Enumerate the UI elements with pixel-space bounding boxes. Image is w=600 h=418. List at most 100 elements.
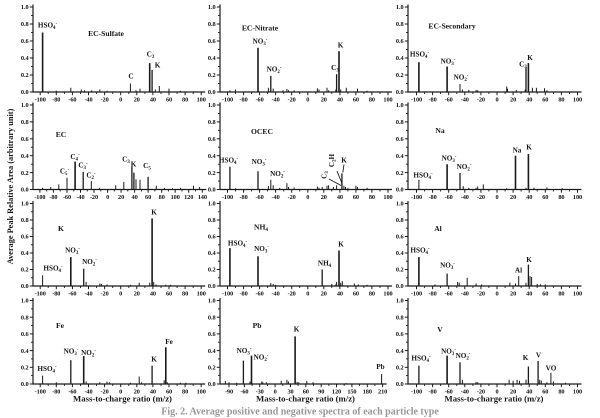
svg-text:0: 0 bbox=[306, 290, 309, 297]
svg-text:-80: -80 bbox=[240, 194, 248, 201]
svg-text:Na: Na bbox=[513, 147, 522, 155]
svg-text:1.0: 1.0 bbox=[21, 298, 29, 305]
svg-text:-80: -80 bbox=[52, 388, 60, 395]
svg-text:0.2: 0.2 bbox=[208, 170, 216, 177]
svg-text:C3: C3 bbox=[519, 61, 527, 71]
svg-text:-80: -80 bbox=[429, 96, 437, 103]
svg-text:0.4: 0.4 bbox=[21, 348, 30, 355]
svg-text:-40: -40 bbox=[272, 290, 280, 297]
svg-text:HSO4-: HSO4- bbox=[38, 22, 58, 32]
svg-text:NO3-: NO3- bbox=[441, 348, 456, 358]
svg-text:V: V bbox=[536, 352, 542, 360]
svg-text:60: 60 bbox=[542, 96, 548, 103]
svg-text:80: 80 bbox=[369, 290, 375, 297]
svg-text:1.0: 1.0 bbox=[208, 201, 216, 208]
svg-text:-40: -40 bbox=[84, 96, 92, 103]
svg-text:60: 60 bbox=[166, 388, 172, 395]
svg-text:20: 20 bbox=[134, 388, 140, 395]
svg-text:20: 20 bbox=[510, 194, 516, 201]
svg-text:100: 100 bbox=[171, 194, 180, 201]
svg-text:-60: -60 bbox=[256, 194, 264, 201]
svg-text:HSO4-: HSO4- bbox=[37, 365, 57, 375]
svg-text:C4-: C4- bbox=[70, 153, 80, 163]
svg-text:HSO4-: HSO4- bbox=[413, 172, 433, 182]
svg-text:1.0: 1.0 bbox=[396, 201, 404, 208]
svg-text:K: K bbox=[341, 157, 347, 165]
svg-text:-100: -100 bbox=[34, 194, 45, 201]
svg-text:C3: C3 bbox=[122, 156, 130, 166]
svg-text:0.8: 0.8 bbox=[21, 314, 29, 321]
svg-text:NO2-: NO2- bbox=[457, 163, 472, 173]
svg-text:-80: -80 bbox=[240, 290, 248, 297]
svg-text:100: 100 bbox=[573, 388, 582, 395]
svg-text:K: K bbox=[523, 354, 529, 362]
svg-text:Mass-to-charge ratio (m/z): Mass-to-charge ratio (m/z) bbox=[256, 394, 355, 404]
svg-text:0.6: 0.6 bbox=[21, 136, 29, 143]
svg-text:-60: -60 bbox=[445, 388, 453, 395]
svg-text:100: 100 bbox=[383, 96, 392, 103]
svg-text:C2-: C2- bbox=[86, 172, 96, 182]
svg-text:40: 40 bbox=[150, 96, 156, 103]
svg-text:0.0: 0.0 bbox=[208, 187, 216, 194]
svg-text:0.2: 0.2 bbox=[21, 365, 29, 372]
svg-text:OCEC: OCEC bbox=[251, 127, 273, 136]
svg-text:0.4: 0.4 bbox=[396, 55, 405, 62]
svg-text:80: 80 bbox=[558, 194, 564, 201]
svg-text:-100: -100 bbox=[35, 96, 46, 103]
svg-text:0: 0 bbox=[306, 96, 309, 103]
svg-text:60: 60 bbox=[353, 96, 359, 103]
svg-text:Al: Al bbox=[434, 224, 442, 233]
svg-text:-20: -20 bbox=[288, 96, 296, 103]
svg-text:NO3-: NO3- bbox=[237, 347, 252, 357]
svg-text:K: K bbox=[151, 356, 157, 364]
svg-text:C: C bbox=[128, 73, 133, 81]
svg-text:20: 20 bbox=[134, 290, 140, 297]
svg-text:V: V bbox=[437, 325, 443, 334]
svg-text:-100: -100 bbox=[411, 194, 422, 201]
svg-text:0.0: 0.0 bbox=[208, 381, 216, 388]
svg-text:60: 60 bbox=[166, 290, 172, 297]
svg-text:80: 80 bbox=[558, 96, 564, 103]
svg-text:C5: C5 bbox=[143, 162, 151, 172]
svg-text:0.0: 0.0 bbox=[21, 381, 29, 388]
svg-text:1.0: 1.0 bbox=[396, 4, 404, 11]
svg-text:-100: -100 bbox=[411, 290, 422, 297]
svg-text:80: 80 bbox=[159, 194, 165, 201]
svg-text:20: 20 bbox=[321, 290, 327, 297]
svg-text:-80: -80 bbox=[49, 194, 57, 201]
svg-text:EC-Secondary: EC-Secondary bbox=[428, 22, 475, 31]
svg-text:1.0: 1.0 bbox=[21, 4, 29, 11]
svg-text:NO3-: NO3- bbox=[254, 245, 269, 255]
svg-text:NO3-: NO3- bbox=[253, 38, 268, 48]
svg-text:-60: -60 bbox=[63, 194, 71, 201]
svg-text:C3: C3 bbox=[147, 51, 155, 61]
svg-text:60: 60 bbox=[542, 194, 548, 201]
svg-text:0.6: 0.6 bbox=[208, 136, 216, 143]
svg-text:0.0: 0.0 bbox=[396, 381, 404, 388]
svg-text:-80: -80 bbox=[52, 96, 60, 103]
svg-text:0.2: 0.2 bbox=[396, 365, 404, 372]
svg-text:-40: -40 bbox=[84, 290, 92, 297]
svg-text:-20: -20 bbox=[288, 194, 296, 201]
svg-text:0.2: 0.2 bbox=[21, 72, 29, 79]
svg-text:0.6: 0.6 bbox=[396, 38, 404, 45]
svg-text:0.6: 0.6 bbox=[21, 234, 29, 241]
svg-text:C3-: C3- bbox=[78, 162, 88, 172]
svg-text:40: 40 bbox=[150, 388, 156, 395]
svg-text:60: 60 bbox=[166, 96, 172, 103]
svg-text:Pb: Pb bbox=[376, 363, 384, 371]
svg-text:EC: EC bbox=[56, 130, 67, 139]
svg-text:0.0: 0.0 bbox=[396, 187, 404, 194]
svg-text:1.0: 1.0 bbox=[208, 4, 216, 11]
svg-text:EC-Sulfate: EC-Sulfate bbox=[88, 29, 124, 38]
svg-text:0.2: 0.2 bbox=[21, 170, 29, 177]
svg-text:-80: -80 bbox=[52, 290, 60, 297]
svg-text:0.2: 0.2 bbox=[396, 170, 404, 177]
svg-text:Al: Al bbox=[515, 267, 522, 275]
svg-text:100: 100 bbox=[197, 290, 206, 297]
svg-text:-20: -20 bbox=[90, 194, 98, 201]
svg-text:-80: -80 bbox=[429, 194, 437, 201]
svg-text:K: K bbox=[155, 62, 161, 70]
svg-text:NO2-: NO2- bbox=[456, 352, 471, 362]
svg-text:-100: -100 bbox=[411, 388, 422, 395]
